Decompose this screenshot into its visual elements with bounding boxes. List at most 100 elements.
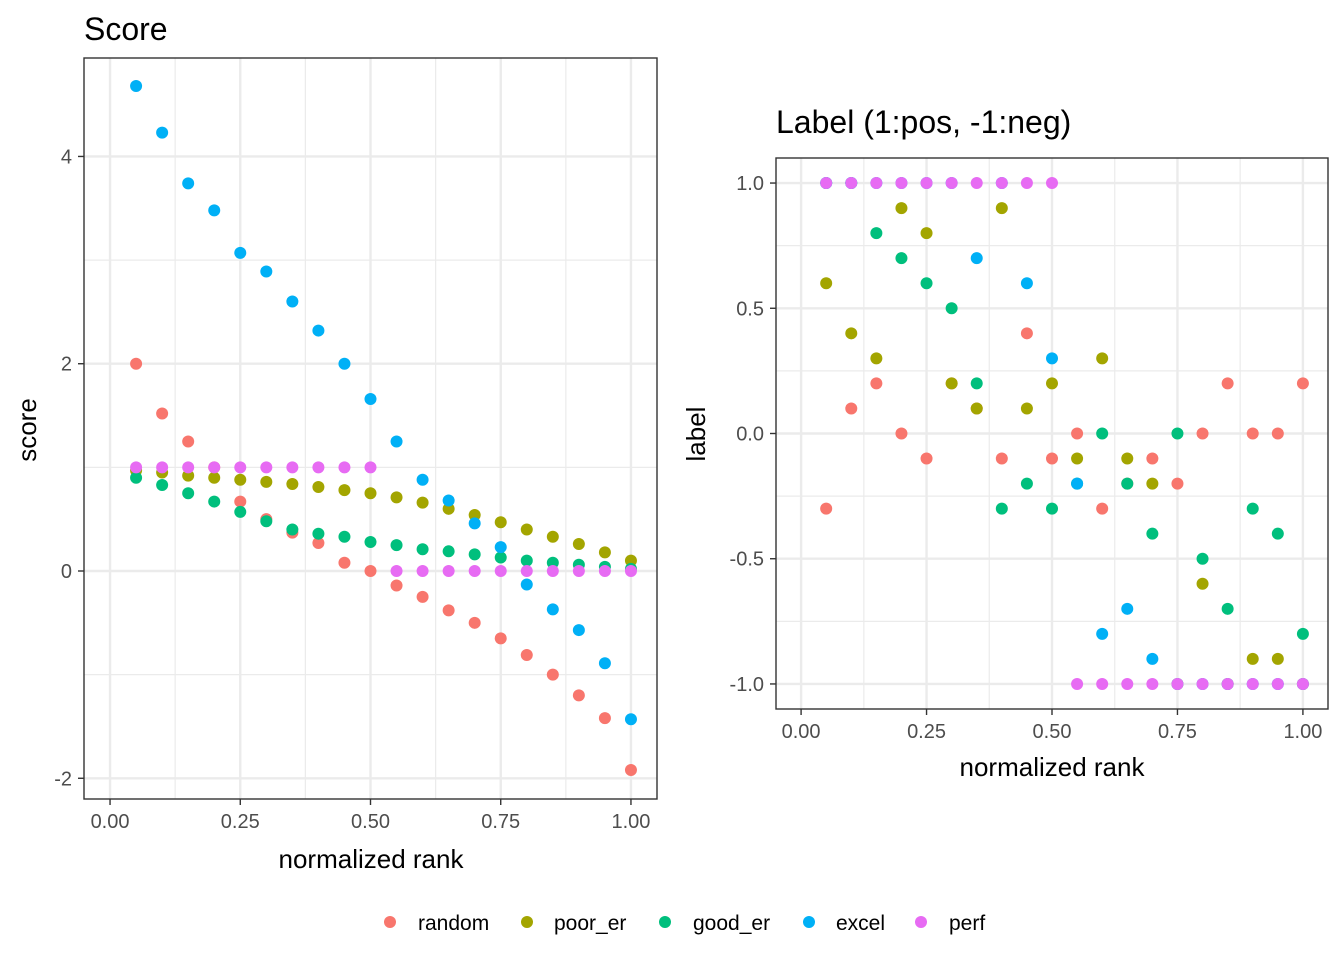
score-point-poor_er-18	[598, 546, 611, 559]
score-point-perf-19	[624, 565, 637, 577]
label-point-excel-9	[1046, 352, 1058, 365]
label-panel-border	[775, 157, 1329, 710]
score-point-good_er-0	[130, 471, 143, 484]
label-point-poor_er-3	[895, 202, 908, 215]
score-point-random-12	[442, 604, 455, 617]
score-point-random-1	[156, 407, 169, 420]
label-x-tick-label: 0.50	[1033, 721, 1072, 743]
label-point-poor_er-2	[870, 352, 883, 365]
score-point-excel-16	[546, 603, 559, 616]
label-point-perf-13	[1146, 677, 1159, 690]
score-point-good_er-14	[494, 551, 507, 564]
score-point-random-18	[598, 712, 611, 725]
label-point-perf-9	[1046, 177, 1058, 190]
score-point-good_er-2	[182, 487, 195, 500]
label-point-random-8	[1020, 327, 1033, 340]
score-point-excel-14	[494, 541, 507, 554]
label-point-random-19	[1296, 377, 1309, 390]
score-point-poor_er-16	[546, 530, 559, 543]
label-point-good_er-15	[1196, 552, 1209, 565]
score-point-good_er-10	[390, 539, 403, 552]
score-point-poor_er-4	[234, 473, 247, 486]
label-point-poor_er-5	[945, 377, 958, 390]
score-panel: Score 0.00 0.25 0.50 0.75 1.00 -2 0 2 4 normaliz…	[12, 11, 658, 874]
score-point-poor_er-10	[390, 491, 403, 504]
score-point-good_er-1	[156, 478, 169, 491]
score-point-excel-10	[390, 435, 403, 448]
legend-key-good_er	[659, 916, 671, 928]
label-point-poor_er-4	[920, 227, 933, 240]
score-point-good_er-6	[286, 523, 299, 536]
score-panel-border	[83, 57, 658, 800]
label-point-poor_er-13	[1146, 477, 1159, 490]
score-point-perf-9	[364, 461, 377, 474]
label-point-good_er-9	[1046, 502, 1058, 515]
label-plot-area: 0.00 0.25 0.50 0.75 1.00 -1.0 -0.5 0.0 0.5 1.0	[730, 157, 1329, 743]
legend-label-excel: excel	[836, 912, 885, 935]
label-point-random-16	[1221, 377, 1234, 390]
label-y-tick-label: -1.0	[730, 674, 764, 696]
score-point-excel-9	[364, 392, 377, 405]
score-point-perf-8	[338, 461, 351, 474]
label-point-poor_er-15	[1196, 577, 1209, 590]
label-point-perf-3	[895, 177, 908, 190]
score-x-tick-label: 0.75	[481, 811, 520, 833]
label-point-poor_er-10	[1071, 452, 1084, 465]
label-point-excel-13	[1146, 652, 1159, 665]
score-point-excel-0	[130, 79, 143, 92]
score-point-excel-3	[208, 204, 221, 217]
score-point-good_er-13	[468, 548, 481, 561]
score-point-random-13	[468, 616, 481, 629]
label-point-perf-17	[1246, 677, 1259, 690]
label-y-tick-label: 1.0	[736, 173, 764, 195]
label-point-perf-15	[1196, 677, 1209, 690]
score-point-perf-0	[130, 461, 143, 474]
label-y-tick-label: -0.5	[730, 549, 764, 571]
score-point-excel-13	[468, 517, 481, 530]
label-point-poor_er-8	[1020, 402, 1033, 415]
score-x-tick-label: 0.50	[351, 811, 390, 833]
score-point-perf-15	[520, 565, 533, 577]
label-point-random-11	[1096, 502, 1109, 515]
score-point-perf-13	[468, 565, 481, 577]
score-point-random-9	[364, 565, 377, 577]
label-x-axis-title: normalized rank	[960, 752, 1146, 782]
score-x-tick-label: 1.00	[611, 811, 650, 833]
score-point-random-0	[130, 357, 143, 370]
score-y-axis-title: score	[12, 398, 42, 462]
label-point-perf-1	[845, 177, 858, 190]
label-point-random-10	[1071, 427, 1084, 440]
legend-item-good_er: good_er	[659, 912, 770, 935]
label-y-tick-label: 0.0	[736, 424, 764, 446]
label-x-tick-label: 0.75	[1158, 721, 1197, 743]
label-point-perf-18	[1271, 677, 1284, 690]
score-point-poor_er-17	[572, 538, 585, 551]
label-point-good_er-2	[870, 227, 883, 240]
score-point-excel-12	[442, 494, 455, 507]
legend-item-random: random	[384, 912, 489, 935]
score-chart-title: Score	[84, 11, 168, 47]
score-point-poor_er-13	[468, 509, 481, 522]
label-point-random-2	[870, 377, 883, 390]
label-point-excel-11	[1096, 627, 1109, 640]
score-point-poor_er-7	[312, 481, 325, 494]
label-point-perf-11	[1096, 677, 1109, 690]
score-point-random-4	[234, 495, 247, 508]
label-point-good_er-16	[1221, 602, 1234, 615]
score-point-random-16	[546, 668, 559, 681]
label-point-random-18	[1271, 427, 1284, 440]
score-point-poor_er-3	[208, 471, 221, 484]
legend: random poor_er good_er excel perf	[384, 912, 985, 935]
score-point-poor_er-2	[182, 469, 195, 482]
label-point-good_er-17	[1246, 502, 1259, 515]
label-point-good_er-6	[970, 377, 983, 390]
label-point-excel-10	[1071, 477, 1084, 490]
label-point-good_er-13	[1146, 527, 1159, 540]
legend-label-good_er: good_er	[693, 912, 770, 935]
label-point-poor_er-7	[995, 202, 1008, 215]
score-point-perf-2	[182, 461, 195, 474]
score-point-good_er-8	[338, 530, 351, 543]
legend-key-random	[384, 916, 396, 928]
score-point-random-19	[624, 763, 637, 776]
